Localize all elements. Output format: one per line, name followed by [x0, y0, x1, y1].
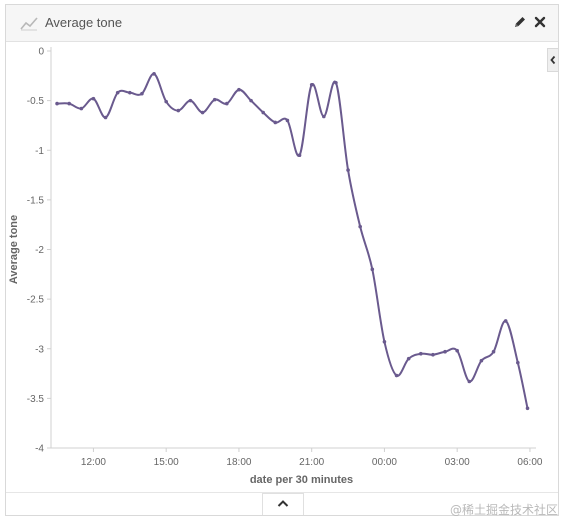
- data-point: [103, 115, 108, 120]
- data-point: [370, 267, 375, 272]
- chevron-left-icon: [550, 55, 556, 65]
- data-point: [249, 98, 253, 103]
- y-tick-label: -4: [35, 444, 44, 455]
- chevron-up-icon: [277, 500, 289, 507]
- data-point: [334, 80, 338, 85]
- y-tick-label: -3.5: [27, 394, 45, 405]
- data-point: [237, 87, 241, 92]
- line-chart-icon: [20, 17, 38, 31]
- data-point: [358, 224, 362, 229]
- data-point: [79, 106, 84, 111]
- x-tick-label: 06:00: [517, 457, 542, 468]
- y-tick-label: -2: [35, 245, 44, 256]
- y-tick-label: -1: [35, 146, 44, 157]
- data-point: [419, 351, 423, 356]
- data-point: [176, 108, 181, 113]
- data-point: [55, 101, 59, 106]
- y-tick-label: 0: [38, 47, 44, 58]
- data-point: [467, 379, 472, 384]
- data-point: [322, 114, 326, 119]
- data-point: [406, 356, 411, 361]
- x-tick-label: 03:00: [445, 457, 470, 468]
- series-line: [57, 72, 529, 409]
- data-point: [443, 349, 447, 354]
- visualization-panel: Average tone 0 -0.5 -1 -1.5 -2 -2.5 -3 -3.5 -4 12…: [5, 4, 559, 516]
- data-point: [67, 101, 71, 106]
- y-tick-label: -0.5: [27, 96, 45, 107]
- data-point: [431, 352, 435, 357]
- data-point: [297, 153, 302, 158]
- data-point: [128, 90, 132, 95]
- data-point: [309, 82, 314, 87]
- data-point: [91, 96, 96, 101]
- data-point: [164, 99, 168, 104]
- panel-footer: [6, 492, 558, 515]
- data-point: [491, 349, 496, 354]
- y-tick-label: -3: [35, 344, 44, 355]
- watermark-text: @稀土掘金技术社区: [449, 503, 558, 517]
- data-point: [152, 72, 156, 76]
- data-point: [225, 101, 229, 106]
- data-point: [115, 90, 120, 95]
- y-tick-label: -2.5: [27, 295, 45, 306]
- x-axis-title: date per 30 minutes: [250, 474, 353, 486]
- data-point: [525, 406, 530, 411]
- y-axis-title: Average tone: [8, 215, 20, 284]
- panel-title: Average tone: [45, 15, 123, 30]
- panel-header: Average tone: [6, 5, 558, 42]
- sidebar-toggle-button[interactable]: [547, 48, 558, 72]
- data-point: [479, 358, 484, 363]
- data-point: [503, 319, 508, 323]
- x-tick-label: 15:00: [154, 457, 179, 468]
- data-point: [273, 120, 278, 125]
- pencil-icon[interactable]: [512, 14, 528, 30]
- x-tick-label: 00:00: [372, 457, 397, 468]
- data-point: [394, 373, 399, 378]
- data-point: [516, 360, 520, 365]
- y-tick-label: -1.5: [27, 195, 45, 206]
- x-tick-label: 21:00: [299, 457, 324, 468]
- x-tick-label: 12:00: [81, 457, 106, 468]
- close-icon[interactable]: [532, 14, 548, 30]
- collapse-button[interactable]: [262, 493, 304, 515]
- data-point: [188, 98, 193, 103]
- data-point: [382, 340, 387, 344]
- x-tick-label: 18:00: [226, 457, 251, 468]
- data-point: [285, 118, 290, 123]
- data-point: [261, 110, 265, 115]
- data-point: [455, 348, 459, 353]
- data-point: [200, 110, 205, 115]
- data-point: [212, 97, 217, 102]
- data-point: [346, 168, 350, 172]
- data-point: [140, 91, 144, 96]
- line-chart: 0 -0.5 -1 -1.5 -2 -2.5 -3 -3.5 -4 12:00 15:00 18:00…: [8, 47, 543, 487]
